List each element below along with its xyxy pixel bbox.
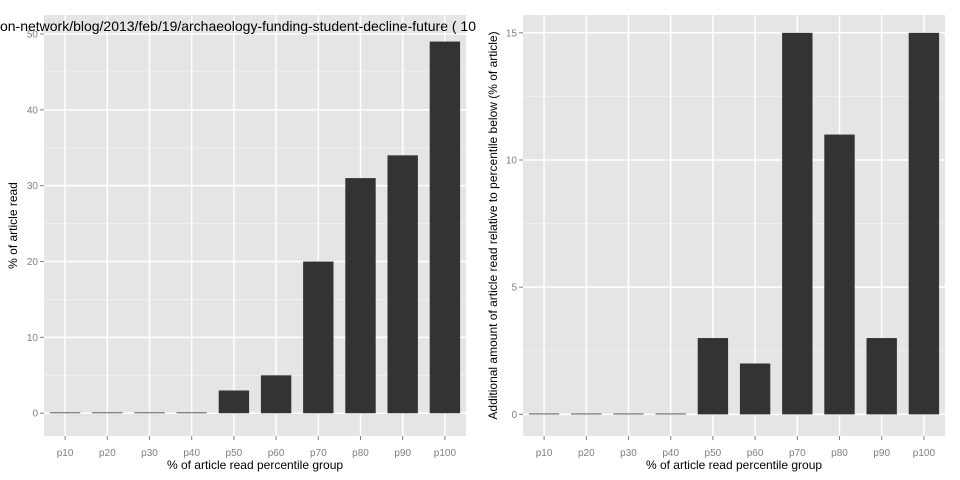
x-tick-label: p40	[662, 448, 679, 459]
x-tick-label: p20	[578, 448, 595, 459]
x-tick-label: p50	[226, 448, 243, 459]
x-tick-label: p10	[57, 448, 74, 459]
x-tick-label: p20	[99, 448, 116, 459]
bar-p90	[387, 155, 418, 414]
x-tick-label: p60	[268, 448, 285, 459]
bar-p100	[429, 41, 461, 414]
y-tick-label: 0	[32, 409, 38, 420]
bar-p80	[345, 178, 376, 414]
x-tick-label: p90	[394, 448, 411, 459]
bar-p30	[134, 412, 165, 414]
x-tick-label: p100	[434, 448, 457, 459]
x-tick-label: p60	[747, 448, 764, 459]
y-tick-label: 40	[27, 105, 39, 116]
y-tick-label: 5	[511, 283, 517, 294]
bar-p40	[176, 412, 207, 414]
y-tick-label: 50	[27, 29, 39, 40]
bar-p50	[218, 390, 250, 414]
bar-p20	[571, 413, 602, 415]
bar-p40	[655, 413, 686, 415]
chart-title: on-network/blog/2013/feb/19/archaeology-…	[0, 18, 476, 34]
y-axis-label: % of article read	[6, 182, 20, 269]
bar-p10	[528, 413, 560, 415]
x-tick-label: p30	[141, 448, 158, 459]
x-tick-label: p70	[789, 448, 806, 459]
x-axis-label: % of article read percentile group	[167, 458, 343, 472]
x-tick-label: p40	[183, 448, 200, 459]
bar-p80	[824, 134, 855, 415]
y-axis-label: Additional amount of article read relati…	[486, 31, 500, 419]
y-tick-label: 15	[506, 28, 518, 39]
bar-p60	[739, 363, 771, 415]
x-tick-label: p100	[913, 448, 936, 459]
left-chart: 0 10 20 30 40 50 p10 p20 p30 p40 p50 p60 p70 p80 p90 p1…	[0, 15, 476, 472]
y-tick-label: 10	[27, 333, 39, 344]
bar-p20	[92, 412, 123, 414]
right-chart: 0 5 10 15 p10 p20 p30 p40 p50 p60 p70 p80 p90 p100 % o…	[486, 15, 945, 472]
x-tick-label: p30	[620, 448, 637, 459]
y-tick-label: 0	[511, 410, 517, 421]
x-tick-label: p80	[831, 448, 848, 459]
y-tick-label: 20	[27, 257, 39, 268]
x-tick-label: p10	[536, 448, 553, 459]
x-tick-label: p80	[352, 448, 369, 459]
y-tick-label: 30	[27, 181, 39, 192]
x-tick-label: p90	[873, 448, 890, 459]
x-axis-label: % of article read percentile group	[646, 458, 822, 472]
bar-p30	[613, 413, 644, 415]
bar-p10	[49, 412, 81, 414]
bar-p50	[697, 338, 729, 415]
x-tick-label: p50	[705, 448, 722, 459]
bar-p70	[782, 32, 813, 415]
y-tick-label: 10	[506, 155, 518, 166]
bar-p60	[260, 375, 292, 414]
bar-p90	[866, 338, 897, 415]
bar-p70	[303, 261, 334, 414]
bar-p100	[908, 32, 940, 415]
x-tick-label: p70	[310, 448, 327, 459]
